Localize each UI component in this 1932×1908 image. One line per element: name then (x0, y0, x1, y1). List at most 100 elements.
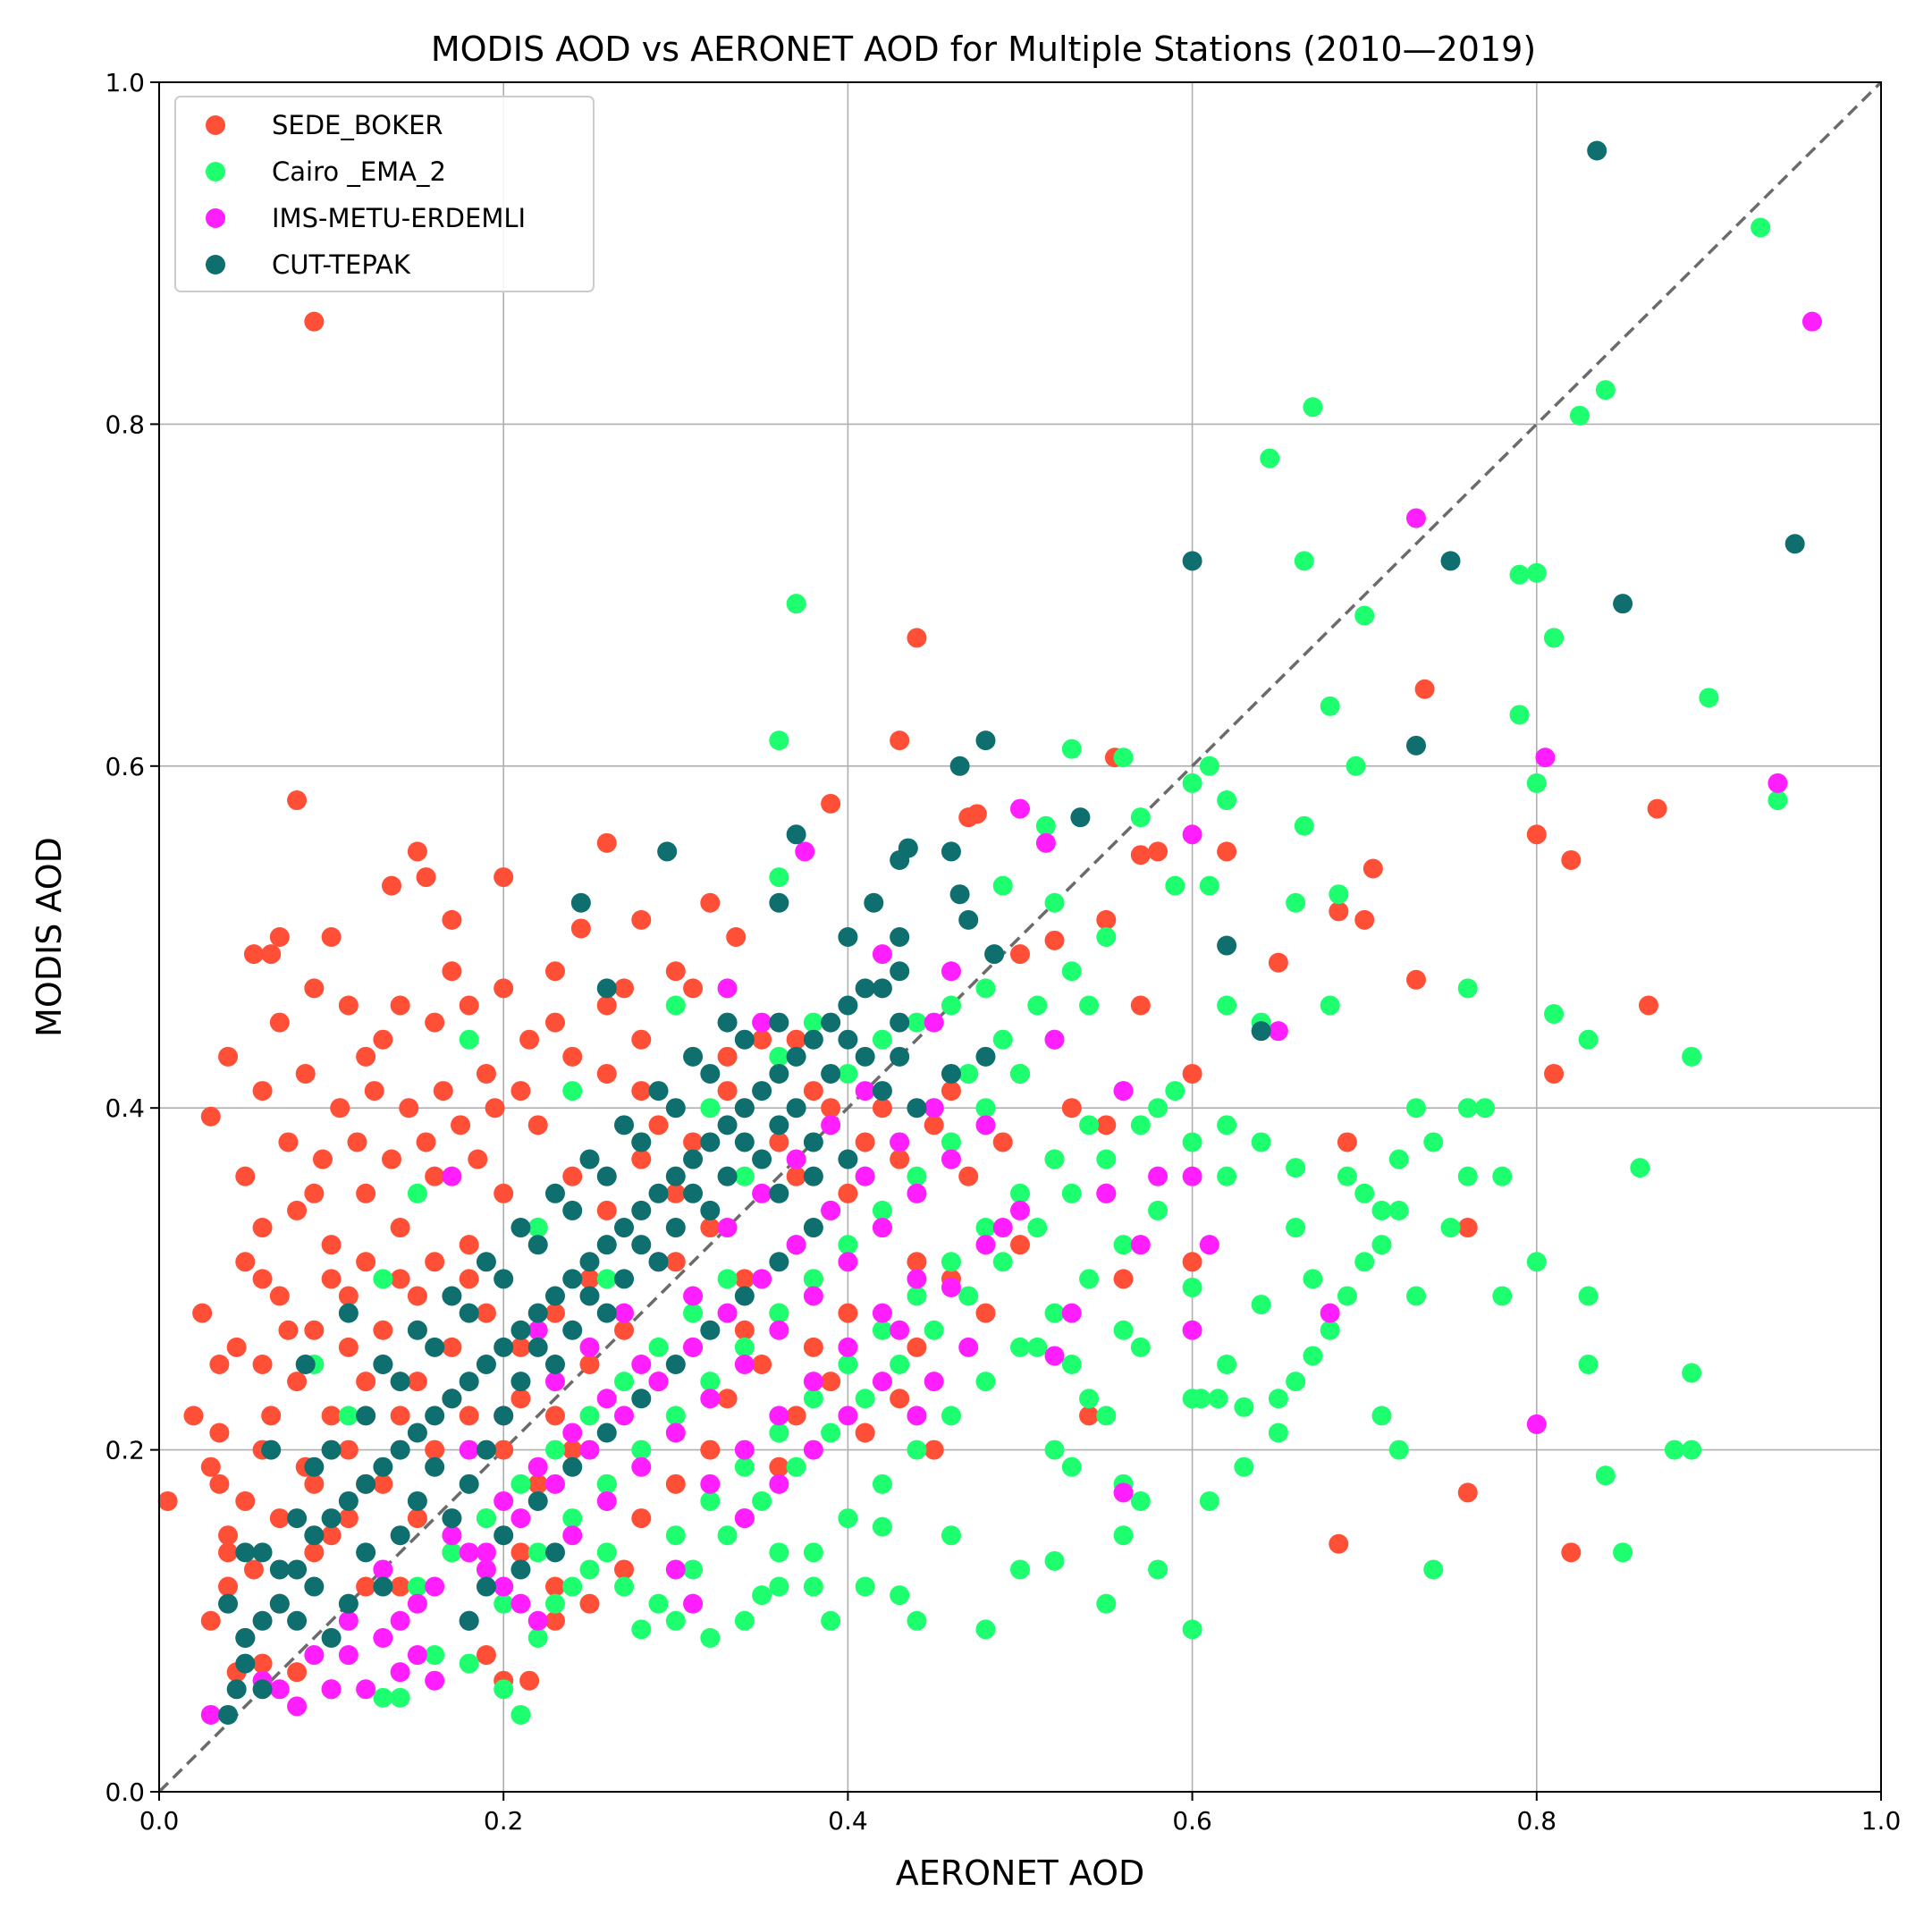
data-point (544, 1576, 565, 1597)
data-point (838, 1252, 858, 1272)
data-point (442, 1337, 462, 1357)
data-point (838, 1406, 858, 1426)
data-point (304, 311, 325, 332)
data-point (700, 1132, 721, 1152)
data-point (287, 1696, 308, 1717)
data-point (855, 1423, 875, 1443)
data-point (321, 1406, 342, 1426)
data-point (1457, 1482, 1478, 1503)
data-point (459, 1610, 479, 1631)
data-point (1388, 1200, 1409, 1220)
data-point (838, 1029, 858, 1050)
data-point (209, 1423, 230, 1443)
legend: SEDE_BOKER Cairo _EMA_2 IMS-METU-ERDEMLI CU… (174, 96, 595, 292)
data-point (562, 1166, 583, 1186)
data-point (907, 1166, 927, 1186)
data-point (872, 1029, 892, 1050)
data-point (407, 1372, 427, 1392)
data-point (1371, 1235, 1392, 1255)
data-point (1182, 1320, 1202, 1340)
data-point (648, 1081, 669, 1102)
y-tick-label: 0.8 (105, 409, 145, 439)
data-point (226, 1679, 247, 1700)
data-point (519, 1670, 540, 1691)
data-point (407, 841, 427, 862)
data-point (838, 995, 858, 1016)
data-point (527, 1337, 548, 1357)
data-point (631, 1149, 652, 1169)
data-point (390, 1662, 410, 1683)
data-point (373, 1473, 393, 1494)
data-point (1079, 995, 1100, 1016)
data-point (941, 1132, 961, 1152)
data-point (218, 1542, 239, 1563)
x-tick-label: 0.2 (484, 1806, 524, 1836)
data-point (1217, 1166, 1237, 1186)
data-point (373, 1687, 393, 1708)
data-point (1130, 1337, 1151, 1357)
data-point (562, 1508, 583, 1529)
data-point (1457, 978, 1478, 999)
data-point (907, 1337, 927, 1357)
data-point (596, 1303, 617, 1323)
data-point (1526, 1252, 1547, 1272)
data-point (855, 1081, 875, 1102)
data-point (1440, 1218, 1461, 1238)
data-point (1199, 756, 1219, 776)
data-point (1182, 1252, 1202, 1272)
data-point (218, 1576, 239, 1597)
data-point (1182, 1132, 1202, 1152)
data-point (510, 1337, 531, 1357)
data-point (596, 1166, 617, 1186)
data-point (494, 1269, 514, 1289)
data-point (1148, 1166, 1168, 1186)
data-point (579, 1337, 600, 1357)
data-point (1303, 1346, 1323, 1366)
data-point (442, 1508, 462, 1529)
data-point (631, 1081, 652, 1102)
data-point (631, 909, 652, 930)
data-point (614, 1406, 635, 1426)
data-point (596, 1473, 617, 1494)
data-point (1595, 1465, 1616, 1486)
data-point (752, 1490, 772, 1511)
data-point (1182, 1063, 1202, 1084)
data-point (373, 1576, 393, 1597)
data-point (407, 1576, 427, 1597)
data-point (416, 1132, 436, 1152)
data-point (596, 1542, 617, 1563)
data-point (769, 1406, 789, 1426)
data-point (510, 1704, 531, 1725)
data-point (1044, 1346, 1065, 1366)
data-point (321, 1269, 342, 1289)
data-point (390, 1406, 410, 1426)
data-point (1337, 1132, 1357, 1152)
data-point (269, 1012, 290, 1033)
data-point (304, 1525, 325, 1546)
data-point (975, 1372, 996, 1392)
data-point (510, 1320, 531, 1340)
y-axis-label: MODIS AOD (30, 837, 69, 1037)
data-point (562, 1525, 583, 1546)
data-point (510, 1473, 531, 1494)
data-point (459, 1235, 479, 1255)
data-point (459, 1473, 479, 1494)
data-point (544, 1286, 565, 1306)
data-point (821, 793, 841, 814)
data-point (200, 1106, 221, 1127)
data-point (200, 1456, 221, 1477)
data-point (975, 1235, 996, 1255)
data-point (1165, 875, 1185, 896)
data-point (1388, 1149, 1409, 1169)
data-point (1260, 448, 1280, 469)
data-point (425, 1439, 445, 1460)
data-point (269, 1679, 290, 1700)
data-point (734, 1320, 755, 1340)
data-point (614, 1269, 635, 1289)
data-point (596, 978, 617, 999)
data-point (287, 1610, 308, 1631)
data-point (975, 1046, 996, 1067)
data-point (975, 1115, 996, 1136)
data-point (157, 1490, 178, 1511)
data-point (527, 1473, 548, 1494)
